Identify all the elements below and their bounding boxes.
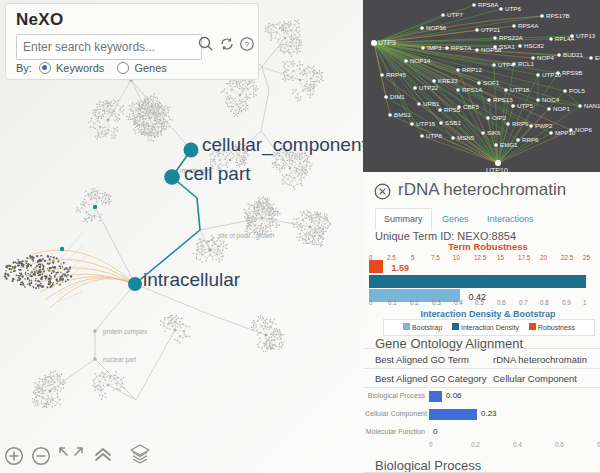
svg-text:DIM1: DIM1 xyxy=(390,93,405,100)
svg-text:NOP56: NOP56 xyxy=(426,24,447,31)
svg-text:CBF5: CBF5 xyxy=(463,103,479,110)
svg-text:NOP14: NOP14 xyxy=(410,57,431,64)
svg-text:POL5: POL5 xyxy=(569,87,585,94)
svg-text:SIK6: SIK6 xyxy=(487,129,501,136)
svg-text:RRP6: RRP6 xyxy=(522,136,539,143)
svg-text:RPS13: RPS13 xyxy=(493,96,513,103)
svg-text:protein complex: protein complex xyxy=(103,328,148,336)
svg-text:nuclear part: nuclear part xyxy=(103,356,137,364)
svg-text:RPS9B: RPS9B xyxy=(562,69,582,76)
svg-text:ENP1: ENP1 xyxy=(595,54,600,61)
svg-text:IMP3: IMP3 xyxy=(427,44,442,51)
svg-text:UTP15: UTP15 xyxy=(416,120,436,127)
svg-text:NOP4: NOP4 xyxy=(537,54,554,61)
svg-text:UTP5: UTP5 xyxy=(517,102,533,109)
svg-text:RRP45: RRP45 xyxy=(386,71,407,78)
svg-text:PWP2: PWP2 xyxy=(535,122,553,129)
svg-text:RRP12: RRP12 xyxy=(462,66,483,73)
svg-text:site of polar...growth: site of polar...growth xyxy=(218,232,275,240)
svg-text:RCL1: RCL1 xyxy=(518,60,534,67)
svg-text:UTP4: UTP4 xyxy=(498,61,514,68)
svg-text:RPS22A: RPS22A xyxy=(499,34,524,41)
svg-text:MSN5: MSN5 xyxy=(457,134,475,141)
svg-text:NAN1: NAN1 xyxy=(584,102,600,109)
svg-text:BMS1: BMS1 xyxy=(394,111,411,118)
svg-text:NOP6: NOP6 xyxy=(575,126,592,133)
svg-text:UTP18: UTP18 xyxy=(510,86,530,93)
svg-text:RPS1A: RPS1A xyxy=(462,86,483,93)
svg-text:SSB1: SSB1 xyxy=(445,119,461,126)
svg-text:SOF1: SOF1 xyxy=(483,79,500,86)
svg-text:NOC4: NOC4 xyxy=(542,96,560,103)
svg-text:URB1: URB1 xyxy=(423,100,440,107)
svg-text:KRE33: KRE33 xyxy=(438,77,458,84)
svg-text:?: ? xyxy=(245,40,250,49)
svg-text:EMG1: EMG1 xyxy=(500,141,518,148)
svg-text:NOP1: NOP1 xyxy=(553,105,570,112)
svg-text:UTP21: UTP21 xyxy=(481,26,501,33)
svg-text:UTP8: UTP8 xyxy=(426,132,442,139)
svg-text:OIP2: OIP2 xyxy=(492,114,507,121)
svg-text:HSC82: HSC82 xyxy=(524,42,545,49)
svg-text:UTP13: UTP13 xyxy=(576,32,596,39)
svg-text:UTP6: UTP6 xyxy=(505,5,521,12)
svg-text:UTP7: UTP7 xyxy=(447,11,463,18)
svg-text:UTP22: UTP22 xyxy=(419,84,439,91)
svg-text:RPS5: RPS5 xyxy=(444,106,461,113)
svg-text:RRP9: RRP9 xyxy=(512,120,529,127)
svg-text:RPS17B: RPS17B xyxy=(546,12,570,19)
svg-text:UTP9: UTP9 xyxy=(378,39,396,46)
svg-text:RPS4A: RPS4A xyxy=(518,22,539,29)
svg-text:RPS8A: RPS8A xyxy=(478,1,499,8)
svg-text:SSA1: SSA1 xyxy=(499,43,515,50)
svg-text:RPS7A: RPS7A xyxy=(451,44,472,51)
svg-text:BUD21: BUD21 xyxy=(563,51,584,58)
